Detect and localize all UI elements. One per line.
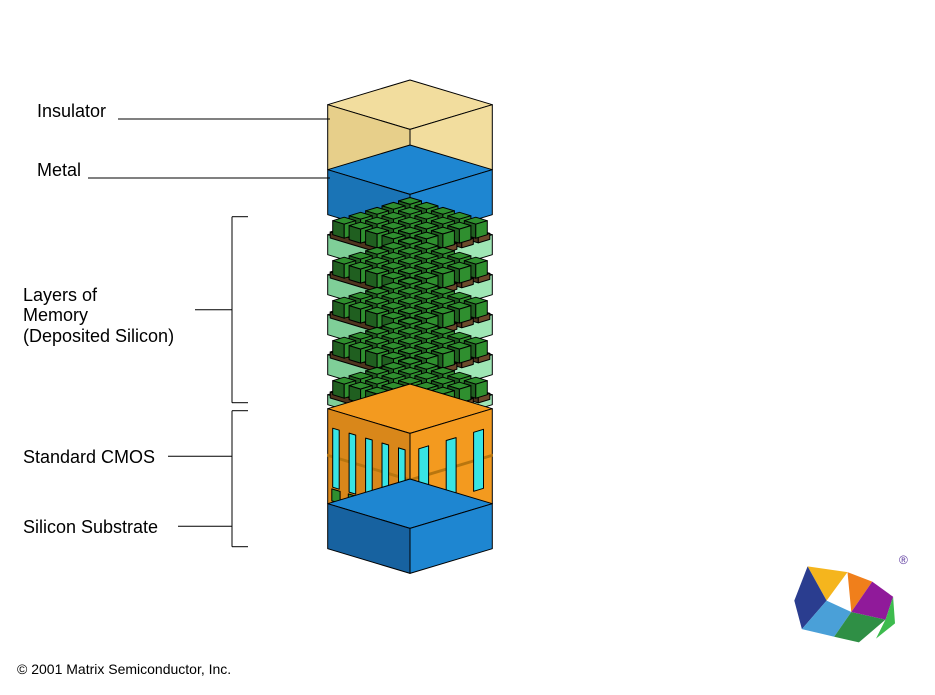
registered-mark: ®	[899, 553, 908, 567]
copyright-text: © 2001 Matrix Semiconductor, Inc.	[17, 661, 231, 677]
matrix-logo	[790, 555, 905, 650]
label-cmos: Standard CMOS	[23, 447, 155, 468]
label-substrate: Silicon Substrate	[23, 517, 158, 538]
label-memory: Layers of Memory (Deposited Silicon)	[23, 285, 174, 347]
label-insulator: Insulator	[37, 101, 106, 122]
label-metal: Metal	[37, 160, 81, 181]
